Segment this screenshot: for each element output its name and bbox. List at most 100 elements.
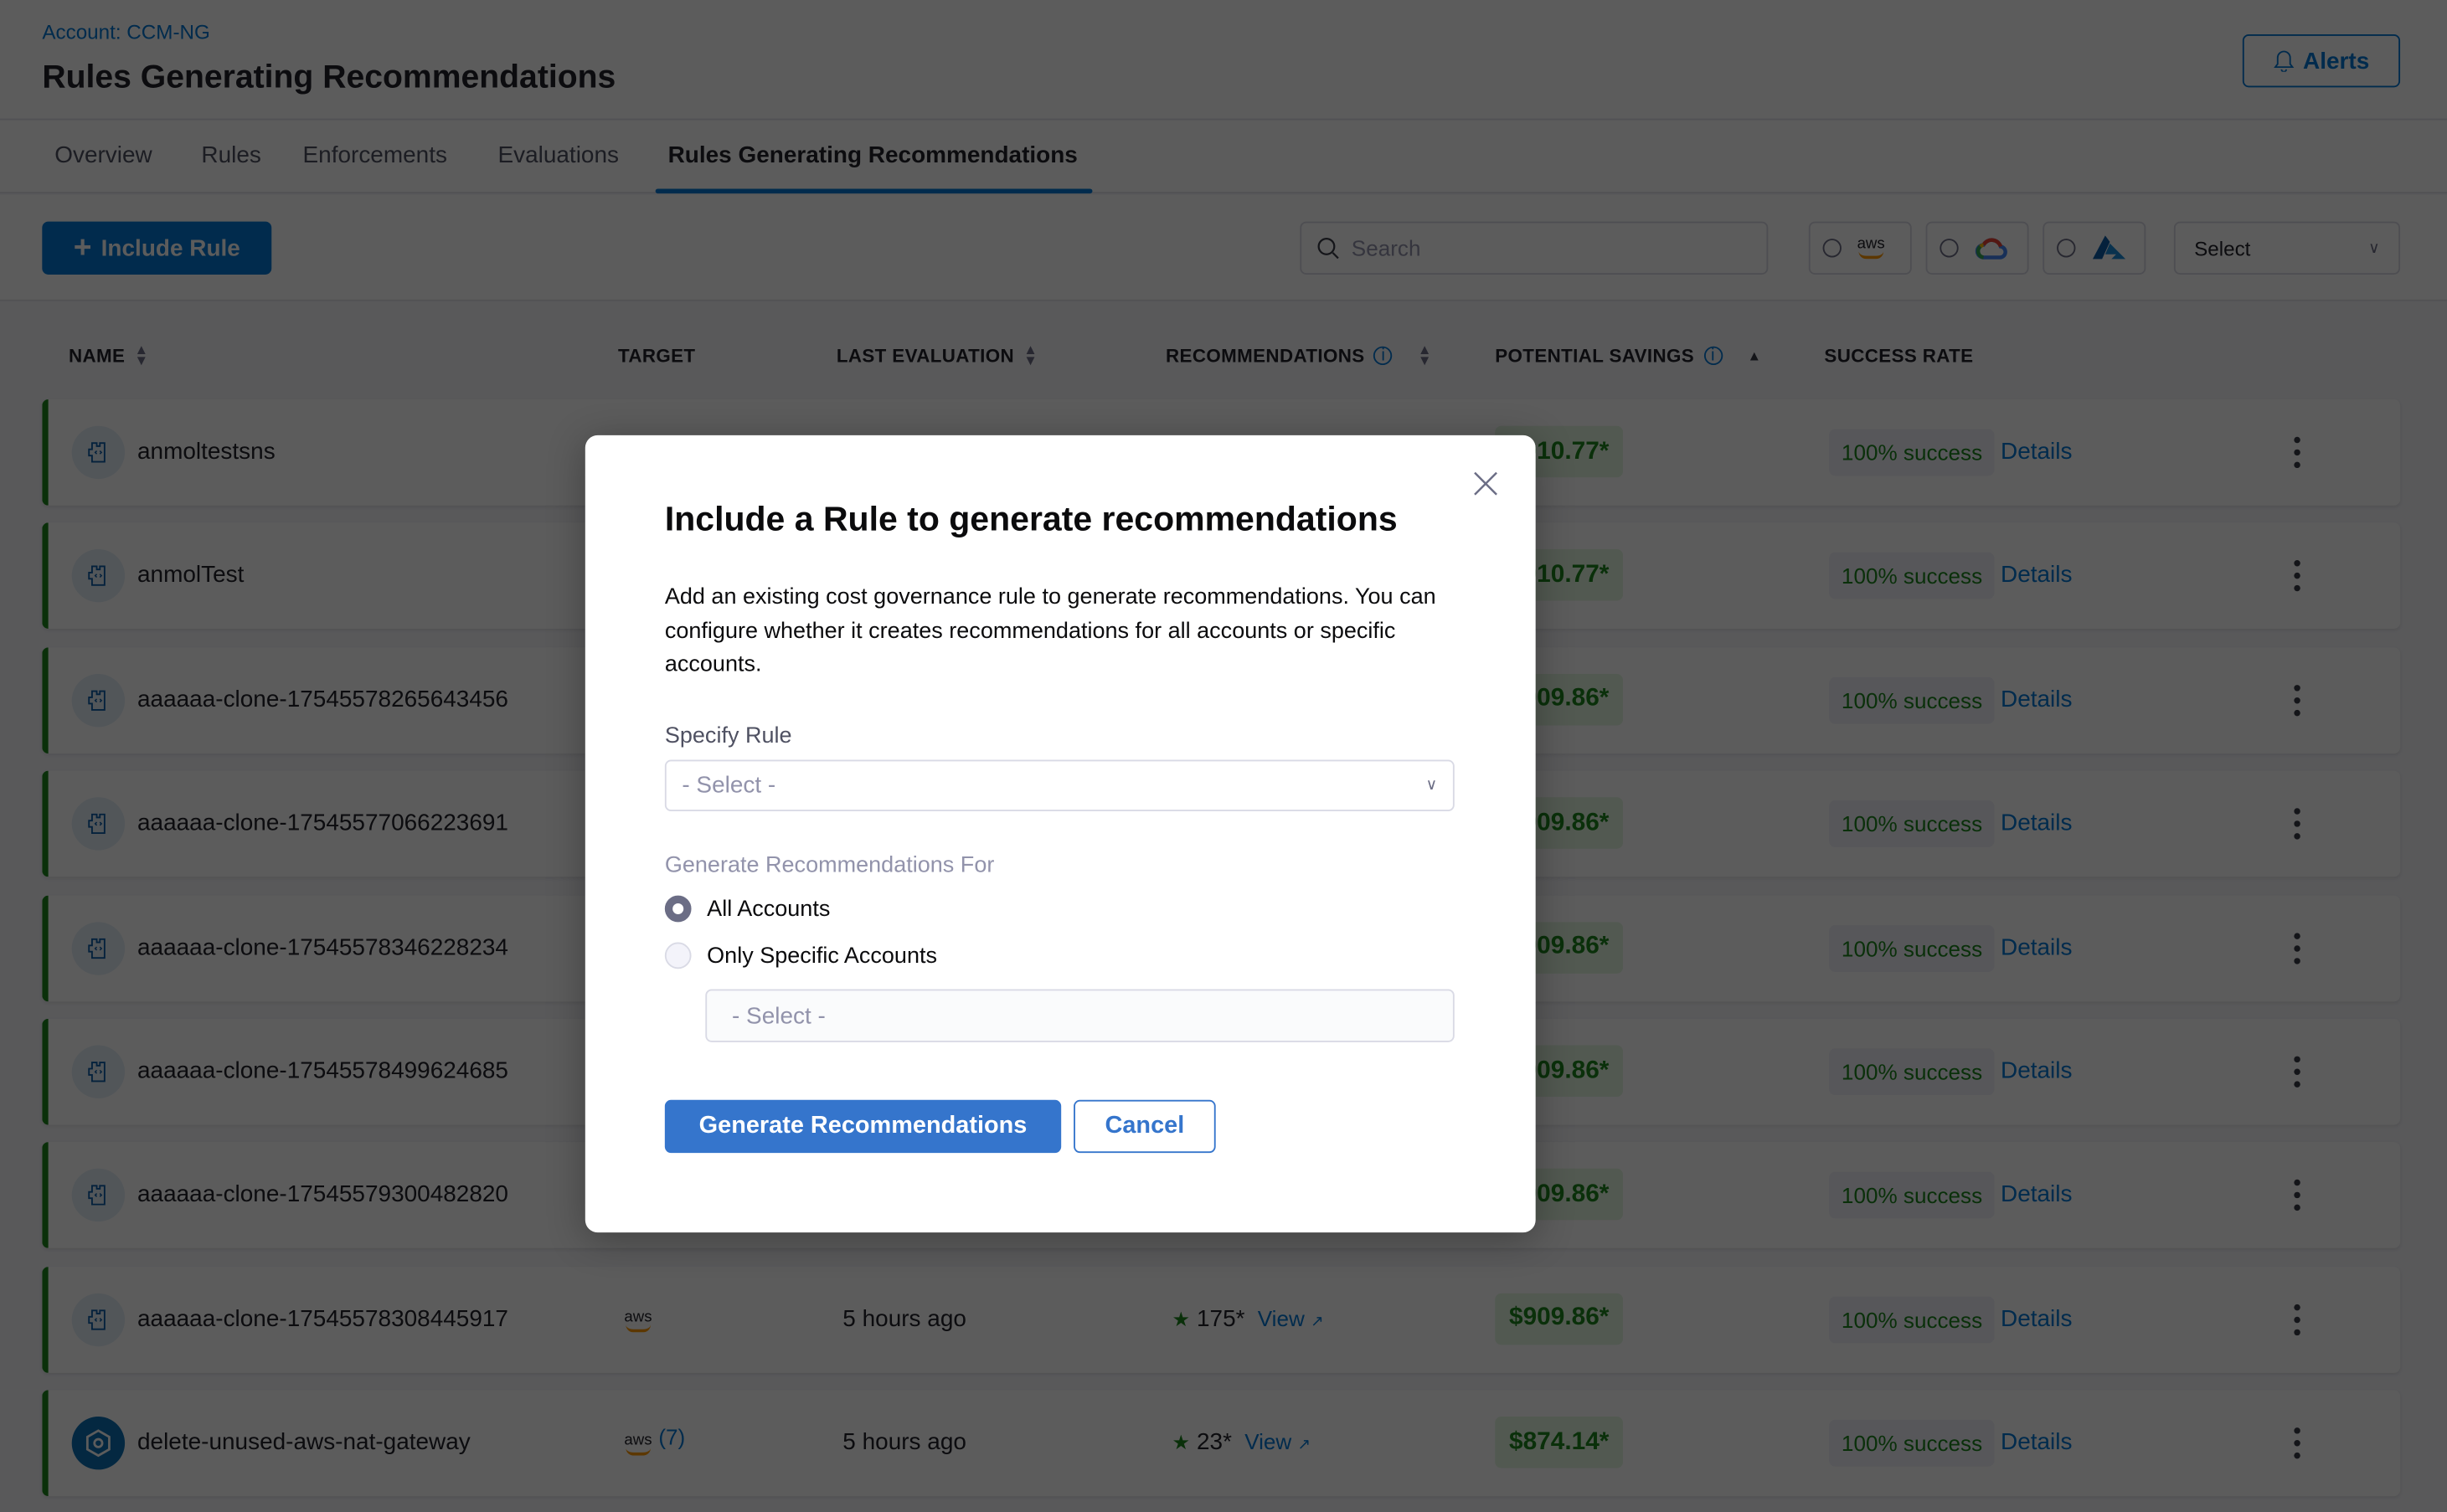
include-rule-button[interactable]: + Include Rule <box>42 221 272 275</box>
plus-icon: + <box>73 230 92 265</box>
radio-icon <box>1940 239 1959 258</box>
rule-code-icon <box>71 1169 126 1222</box>
column-header-name[interactable]: NAME ▲ ▼ <box>68 342 149 368</box>
azure-logo-icon <box>2092 235 2126 260</box>
star-icon: ★ <box>1172 1307 1191 1331</box>
details-link[interactable]: Details <box>2001 562 2073 589</box>
rule-name[interactable]: delete-unused-aws-nat-gateway <box>137 1429 471 1456</box>
tab-rules-generating-recommendations[interactable]: Rules Generating Recommendations <box>667 141 1078 169</box>
details-link[interactable]: Details <box>2001 1305 2073 1333</box>
view-link[interactable]: View ↗ <box>1257 1305 1324 1331</box>
rule-select[interactable]: - Select - ∨ <box>664 759 1455 812</box>
dialog-description: Add an existing cost governance rule to … <box>664 584 1436 677</box>
target-cell: aws <box>624 1301 652 1333</box>
breadcrumb-account[interactable]: Account: CCM-NG <box>42 20 210 44</box>
tab-enforcements[interactable]: Enforcements <box>302 141 447 169</box>
potential-savings-badge: $874.14* <box>1495 1417 1624 1468</box>
last-evaluation: 5 hours ago <box>842 1305 966 1333</box>
rule-name[interactable]: aaaaaa-clone-17545578308445917 <box>137 1305 509 1333</box>
rule-name[interactable]: aaaaaa-clone-17545577066223691 <box>137 810 509 837</box>
generate-recommendations-button[interactable]: Generate Recommendations <box>664 1099 1062 1154</box>
details-link[interactable]: Details <box>2001 1057 2073 1085</box>
rule-name[interactable]: aaaaaa-clone-17545578346228234 <box>137 933 509 961</box>
bell-icon <box>2273 50 2294 72</box>
recommendations-count: 23* <box>1196 1429 1232 1456</box>
include-rule-label: Include Rule <box>100 234 240 262</box>
star-icon: ★ <box>1172 1431 1191 1455</box>
filter-azure[interactable] <box>2043 221 2146 275</box>
table-row[interactable]: aaaaaa-clone-17545578308445917 aws 5 hour… <box>42 1266 2401 1373</box>
radio-unselected-icon <box>664 942 692 969</box>
more-options-icon[interactable] <box>2292 560 2301 592</box>
alerts-button[interactable]: Alerts <box>2242 33 2401 88</box>
success-rate-badge: 100% success <box>1829 1048 1996 1096</box>
active-tab-indicator <box>655 188 1093 194</box>
alerts-label: Alerts <box>2303 47 2370 75</box>
column-header-potential-savings[interactable]: POTENTIAL SAVINGS i ▲ <box>1495 344 1762 367</box>
rule-code-icon <box>71 797 126 851</box>
rule-name[interactable]: aaaaaa-clone-17545578499624685 <box>137 1057 509 1085</box>
more-options-icon[interactable] <box>2292 1180 2301 1211</box>
radio-label: Only Specific Accounts <box>707 943 938 969</box>
radio-specific-accounts[interactable]: Only Specific Accounts <box>664 942 938 969</box>
accounts-select[interactable]: - Select - <box>705 989 1455 1042</box>
column-header-target: TARGET <box>617 344 696 367</box>
target-count[interactable]: (7) <box>658 1424 686 1450</box>
details-link[interactable]: Details <box>2001 933 2073 961</box>
more-options-icon[interactable] <box>2292 436 2301 469</box>
external-link-icon: ↗ <box>1297 1437 1311 1455</box>
info-icon: i <box>1373 346 1394 366</box>
details-link[interactable]: Details <box>2001 686 2073 713</box>
success-rate-badge: 100% success <box>1829 1172 1996 1220</box>
radio-icon <box>1822 239 1842 258</box>
rule-code-icon <box>71 921 126 975</box>
success-rate-badge: 100% success <box>1829 924 1996 972</box>
page-header <box>0 0 2447 121</box>
filter-select[interactable]: Select ∨ <box>2173 221 2401 275</box>
chevron-down-icon: ∨ <box>2368 239 2380 257</box>
rule-name[interactable]: anmolTest <box>137 562 245 589</box>
details-link[interactable]: Details <box>2001 438 2073 465</box>
search-icon <box>1317 237 1339 260</box>
more-options-icon[interactable] <box>2292 932 2301 964</box>
more-options-icon[interactable] <box>2292 1056 2301 1088</box>
close-icon[interactable] <box>1471 470 1500 498</box>
details-link[interactable]: Details <box>2001 1181 2073 1209</box>
success-rate-badge: 100% success <box>1829 800 1996 848</box>
filter-aws[interactable]: aws <box>1808 221 1912 275</box>
rule-name[interactable]: aaaaaa-clone-17545578265643456 <box>137 686 509 713</box>
details-link[interactable]: Details <box>2001 810 2073 837</box>
filter-gcp[interactable] <box>1925 221 2029 275</box>
include-rule-dialog: Include a Rule to generate recommendatio… <box>585 435 1536 1233</box>
column-header-last-evaluation[interactable]: LAST EVALUATION ▲ ▼ <box>836 342 1038 368</box>
rule-code-icon <box>71 549 126 604</box>
search-input[interactable]: Search <box>1300 221 1769 275</box>
success-rate-badge: 100% success <box>1829 553 1996 600</box>
accounts-select-placeholder: - Select - <box>731 1002 826 1029</box>
details-link[interactable]: Details <box>2001 1429 2073 1456</box>
more-options-icon[interactable] <box>2292 1304 2301 1335</box>
aws-logo-icon: aws <box>624 1433 652 1456</box>
success-rate-badge: 100% success <box>1829 1420 1996 1468</box>
more-options-icon[interactable] <box>2292 808 2301 840</box>
rule-code-icon <box>71 1045 126 1098</box>
column-header-success-rate: SUCCESS RATE <box>1824 344 1974 367</box>
tab-overview[interactable]: Overview <box>54 141 152 169</box>
radio-all-accounts[interactable]: All Accounts <box>664 895 830 923</box>
rule-name[interactable]: anmoltestsns <box>137 438 276 465</box>
rule-name[interactable]: aaaaaa-clone-17545579300482820 <box>137 1181 509 1209</box>
sort-icon: ▲ ▼ <box>1417 342 1432 368</box>
tab-rules[interactable]: Rules <box>201 141 261 169</box>
rule-select-placeholder: - Select - <box>682 772 776 800</box>
more-options-icon[interactable] <box>2292 1427 2301 1459</box>
more-options-icon[interactable] <box>2292 684 2301 716</box>
recommendations-count: 175* <box>1196 1305 1245 1333</box>
column-header-recommendations[interactable]: RECOMMENDATIONS i ▲ ▼ <box>1166 342 1432 368</box>
view-link[interactable]: View ↗ <box>1244 1429 1311 1455</box>
aws-logo-icon: aws <box>1857 236 1885 260</box>
tab-evaluations[interactable]: Evaluations <box>497 141 619 169</box>
tab-bar: Overview Rules Enforcements Evaluations … <box>0 120 2447 194</box>
cancel-button[interactable]: Cancel <box>1074 1099 1216 1154</box>
table-row[interactable]: delete-unused-aws-nat-gateway aws (7) 5 h… <box>42 1390 2401 1497</box>
